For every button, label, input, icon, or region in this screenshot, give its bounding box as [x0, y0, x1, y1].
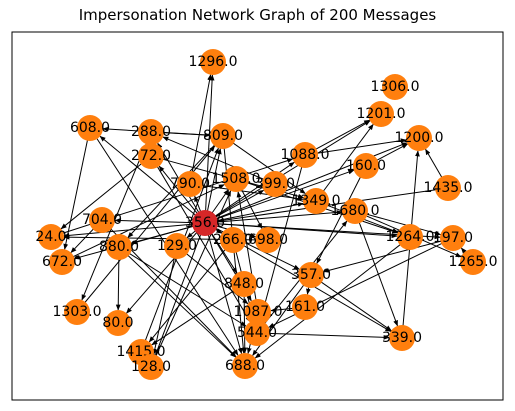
node-label-160.0: 160.0 [346, 158, 386, 174]
node-160.0: 160.0 [346, 153, 386, 179]
node-129.0: 129.0 [157, 233, 197, 259]
node-357.0: 357.0 [291, 262, 331, 288]
edge-880.0-to-80.0 [118, 255, 119, 310]
node-1435.0: 1435.0 [424, 175, 473, 201]
edge-1435.0-to-1200.0 [426, 149, 445, 181]
node-label-809.0: 809.0 [203, 128, 243, 144]
edge-357.0-to-339.0 [317, 279, 391, 330]
edge-608.0-to-672.0 [65, 136, 89, 250]
node-1306.0: 1306.0 [371, 74, 420, 100]
node-label-399.0: 399.0 [255, 176, 295, 192]
node-688.0: 688.0 [225, 353, 265, 379]
node-288.0: 288.0 [131, 119, 171, 145]
node-label-1435.0: 1435.0 [424, 180, 473, 196]
node-1303.0: 1303.0 [53, 299, 102, 325]
node-label-704.0: 704.0 [82, 212, 122, 228]
node-698.0: 698.0 [248, 227, 288, 253]
node-label-1201.0: 1201.0 [357, 106, 406, 122]
node-1296.0: 1296.0 [189, 49, 238, 75]
node-label-24.0: 24.0 [35, 229, 66, 245]
node-label-128.0: 128.0 [131, 359, 171, 375]
node-label-608.0: 608.0 [70, 120, 110, 136]
node-label-272.0: 272.0 [131, 148, 171, 164]
node-label-1306.0: 1306.0 [371, 79, 420, 95]
node-label-880.0: 880.0 [99, 239, 139, 255]
node-label-1088.0: 1088.0 [281, 147, 330, 163]
node-label-1200.0: 1200.0 [395, 130, 444, 146]
node-label-848.0: 848.0 [224, 276, 264, 292]
node-339.0: 339.0 [382, 325, 422, 351]
node-label-161.0: 161.0 [285, 299, 325, 315]
node-80.0: 80.0 [102, 310, 133, 336]
node-label-1303.0: 1303.0 [53, 304, 102, 320]
node-label-80.0: 80.0 [102, 315, 133, 331]
node-label-1264.0: 1264.0 [386, 229, 435, 245]
node-label-357.0: 357.0 [291, 267, 331, 283]
node-label-1265.0: 1265.0 [449, 254, 498, 270]
node-704.0: 704.0 [82, 207, 122, 233]
node-label-1296.0: 1296.0 [189, 54, 238, 70]
node-label-129.0: 129.0 [157, 238, 197, 254]
node-608.0: 608.0 [70, 115, 110, 141]
node-label-339.0: 339.0 [382, 330, 422, 346]
node-label-688.0: 688.0 [225, 358, 265, 374]
node-label-544.0: 544.0 [237, 325, 277, 341]
node-label-288.0: 288.0 [131, 124, 171, 140]
chart-title: Impersonation Network Graph of 200 Messa… [0, 6, 515, 24]
node-label-698.0: 698.0 [248, 232, 288, 248]
node-label-356.0: 356.0 [185, 215, 225, 231]
node-672.0: 672.0 [42, 249, 82, 275]
edge-266.0-to-1415.0 [149, 246, 228, 342]
node-label-1087.0: 1087.0 [234, 304, 283, 320]
node-label-672.0: 672.0 [42, 254, 82, 270]
node-label-1508.0: 1508.0 [212, 171, 261, 187]
node-label-1680.0: 1680.0 [331, 203, 380, 219]
node-label-790.0: 790.0 [170, 176, 210, 192]
node-1265.0: 1265.0 [449, 249, 498, 275]
node-label-197.0: 197.0 [433, 230, 473, 246]
